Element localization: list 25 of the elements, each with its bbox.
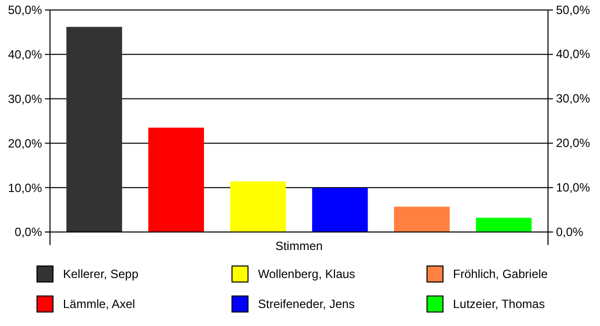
text: 30,0%: [556, 92, 590, 106]
text: 0,0%: [556, 224, 584, 239]
bar: [476, 218, 532, 232]
y-tick-label: 0,0%: [14, 225, 42, 240]
legend-label: Lutzeier, Thomas: [453, 297, 545, 312]
text: 40,0%: [556, 47, 590, 62]
y-tick-label: 50,0%: [8, 3, 42, 18]
legend-label: Fröhlich, Gabriele: [453, 267, 548, 282]
bar: [394, 206, 450, 232]
bar: [312, 188, 368, 232]
bar: [230, 181, 286, 232]
legend-label: Lämmle, Axel: [63, 297, 136, 312]
y-tick-label: 10,0%: [8, 180, 42, 195]
text: 50,0%: [556, 2, 590, 17]
x-tick-label: Stimmen: [275, 239, 323, 253]
bar: [66, 26, 122, 232]
legend-label: Kellerer, Sepp: [63, 267, 139, 282]
text: 20,0%: [556, 136, 590, 150]
bar: [148, 128, 204, 232]
legend-label: Wollenberg, Klaus: [258, 267, 356, 282]
text: 10,0%: [556, 180, 590, 194]
y-tick-label: 20,0%: [8, 136, 42, 150]
y-tick-label: 40,0%: [8, 48, 42, 62]
legend-label: Streifeneder, Jens: [258, 297, 355, 312]
y-tick-label: 30,0%: [8, 92, 42, 106]
